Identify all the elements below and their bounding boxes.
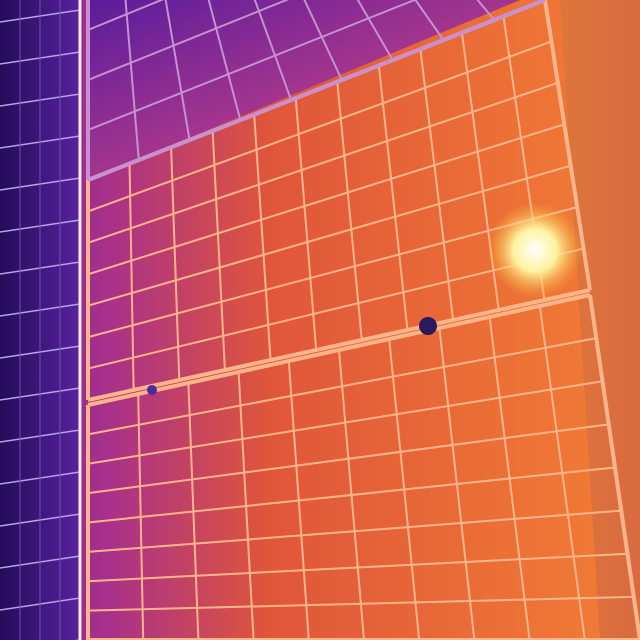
left-panel (0, 0, 82, 640)
cell-line (87, 164, 571, 307)
cell-line (414, 0, 445, 41)
upper-panel (88, 0, 520, 180)
cell-line (87, 552, 628, 583)
cell-line (87, 0, 290, 81)
cold-spot (419, 317, 437, 335)
cell-line (419, 48, 455, 321)
cell-line (87, 123, 565, 276)
cell-line (87, 0, 546, 182)
cell-line (87, 288, 591, 402)
cell-line (377, 65, 409, 331)
cell-line (87, 0, 164, 31)
cell-line (128, 163, 135, 391)
hot-spot (487, 202, 583, 298)
cell-line (294, 98, 318, 351)
cell-line (543, 0, 592, 291)
cell-line (87, 509, 622, 553)
cell-line (336, 81, 363, 341)
cold-spot (147, 385, 157, 395)
cell-line (87, 293, 591, 407)
cell-line (87, 466, 616, 524)
cell-line (211, 130, 226, 371)
cell-line (356, 0, 394, 61)
cell-line (87, 380, 603, 465)
cell-line (87, 595, 634, 612)
cell-line (87, 81, 559, 244)
cell-line (87, 40, 552, 213)
cell-line (253, 114, 272, 361)
cell-line (87, 0, 418, 131)
cell-line (170, 147, 181, 381)
cell-line (87, 337, 597, 436)
cell-line (87, 423, 609, 495)
cell-line (303, 0, 343, 81)
